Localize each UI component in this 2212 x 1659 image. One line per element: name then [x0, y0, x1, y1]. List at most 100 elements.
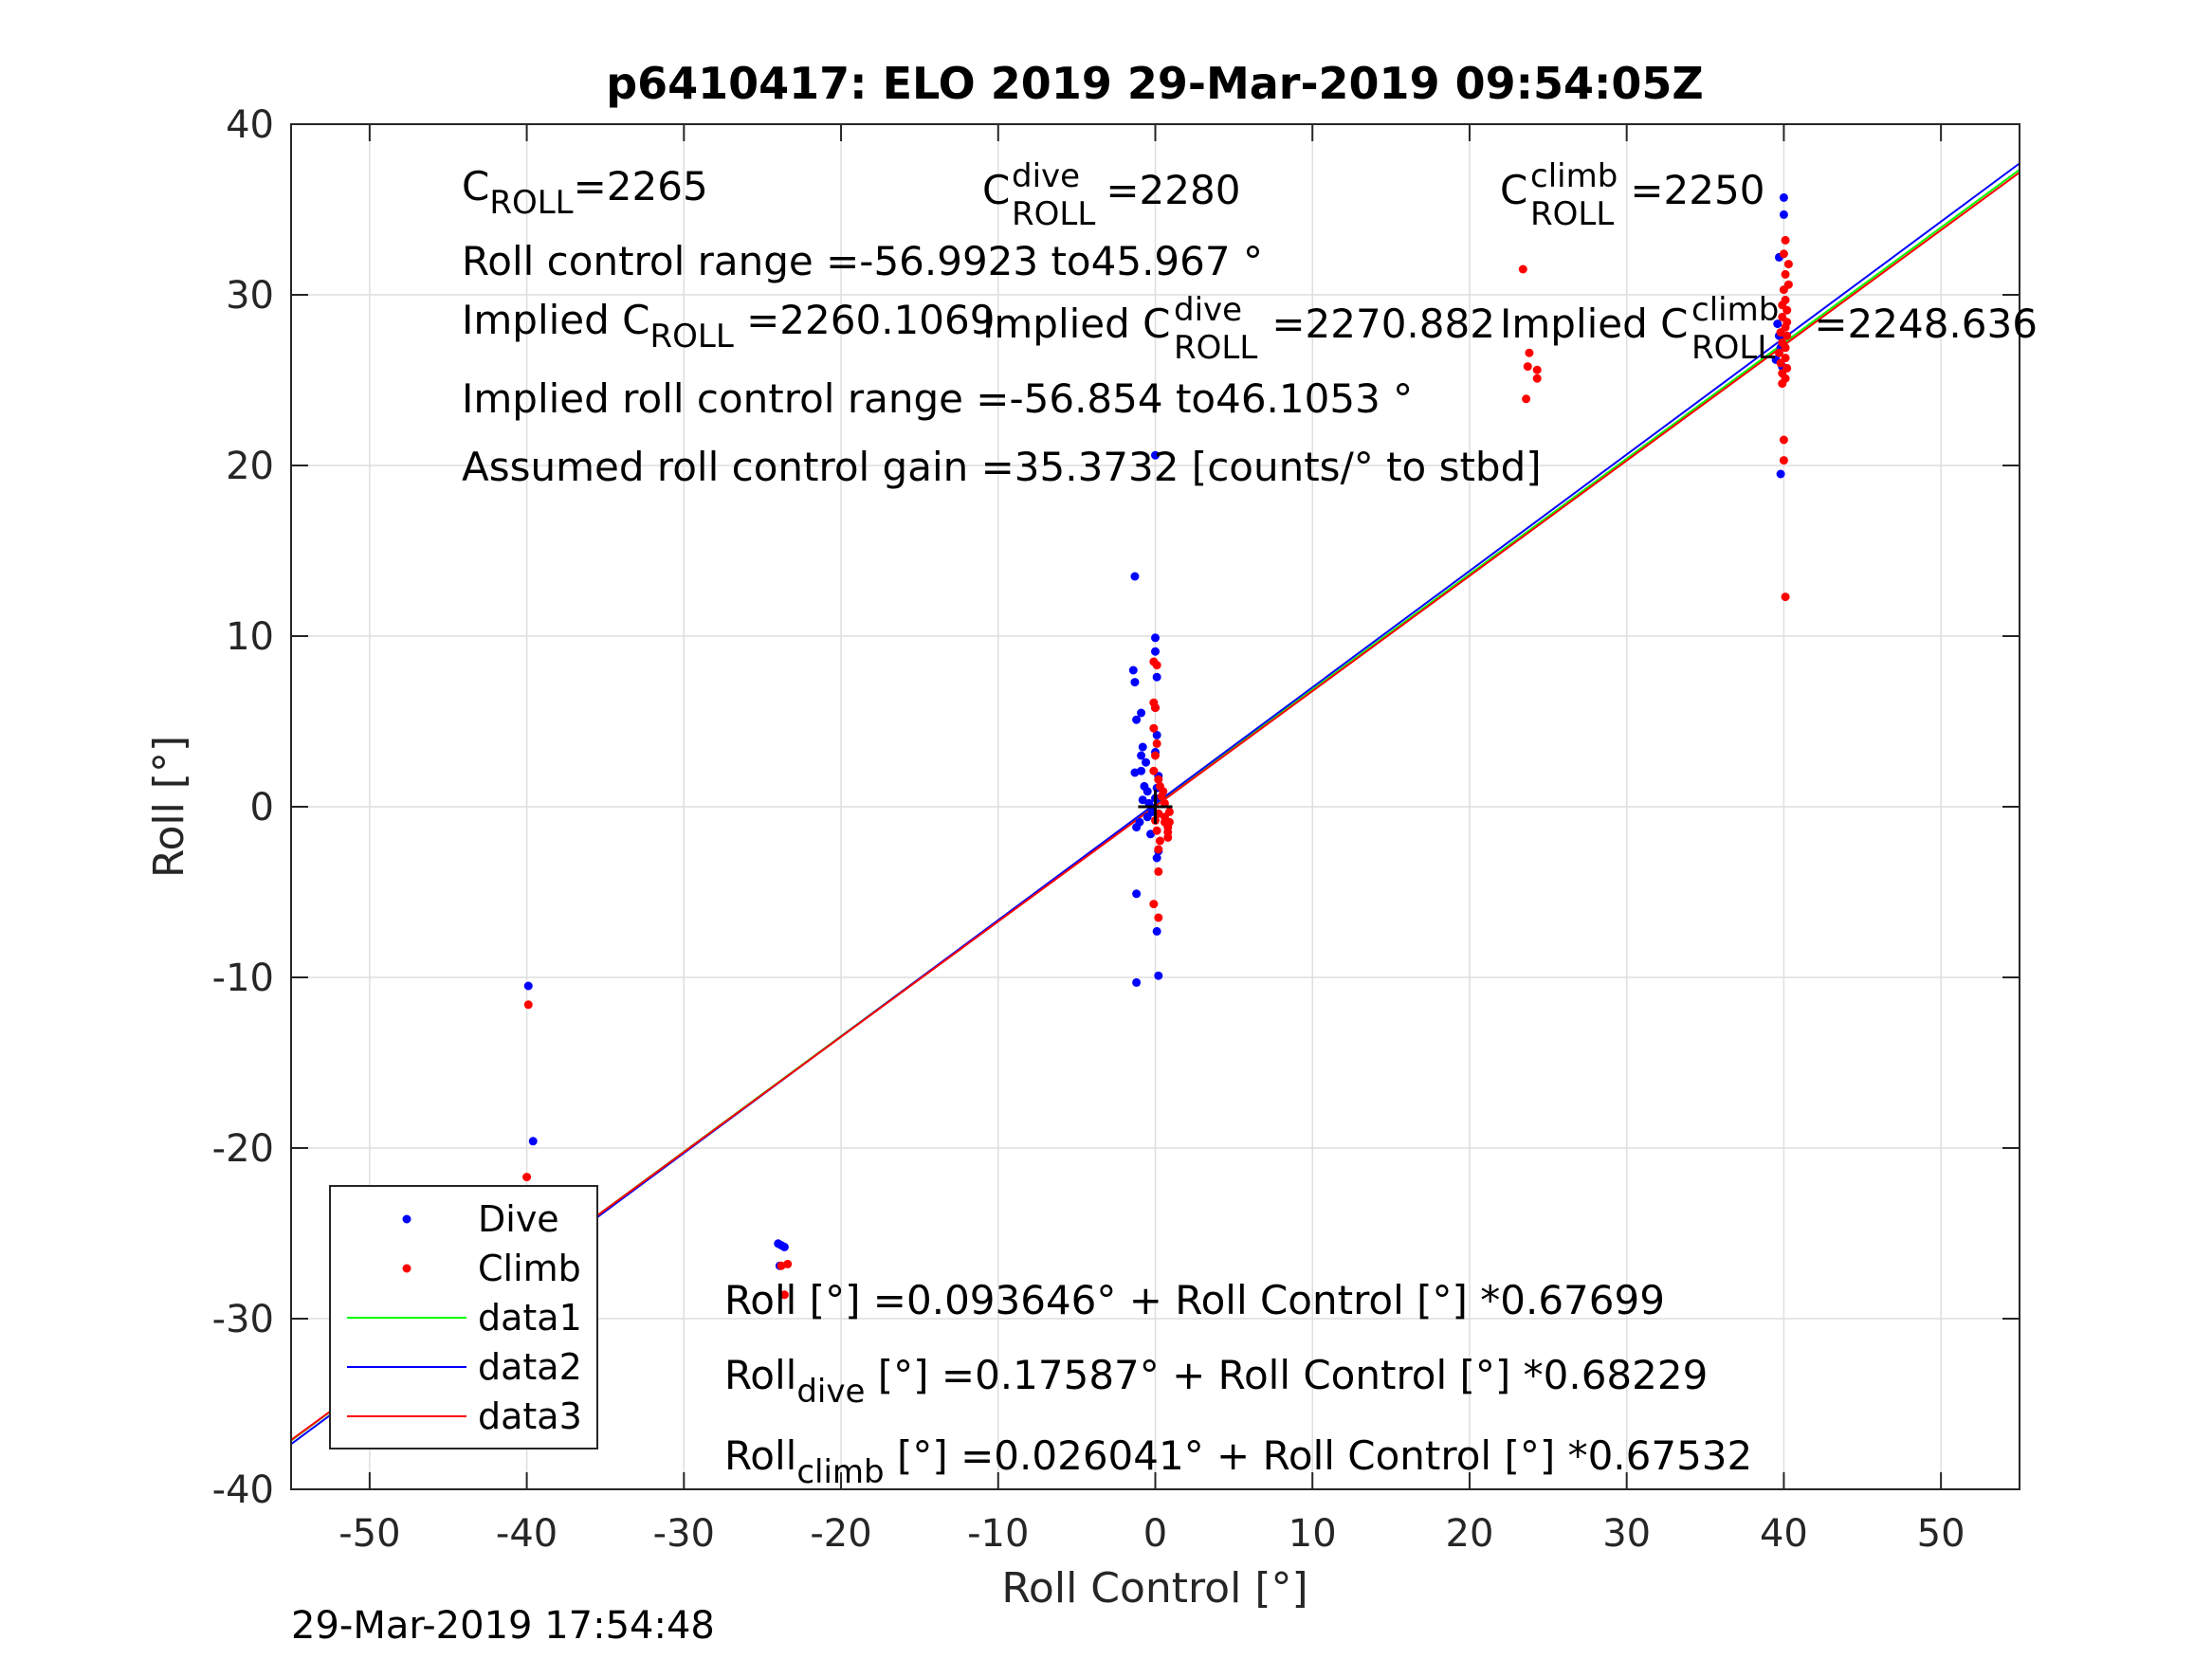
y-tick-label: 20: [226, 445, 274, 488]
climb-point: [1149, 900, 1159, 909]
dive-point: [1137, 708, 1146, 718]
climb-point: [1149, 723, 1159, 733]
dive-point: [1151, 633, 1160, 643]
dive-point: [1137, 751, 1146, 760]
y-tick-label: -10: [212, 957, 274, 1000]
annotation-fit-dive: Rolldive [°] =0.17587° + Roll Control [°…: [724, 1352, 1708, 1411]
dive-point: [1137, 766, 1146, 775]
climb-point: [1774, 348, 1783, 357]
climb-point: [1779, 456, 1788, 465]
dive-point: [1151, 450, 1160, 460]
climb-point: [1779, 435, 1788, 445]
legend-label-climb: Climb: [478, 1248, 581, 1289]
annotation-fit-climb: Rollclimb [°] =0.026041° + Roll Control …: [724, 1432, 1752, 1491]
x-tick-label: 20: [1446, 1512, 1494, 1556]
climb-point: [1151, 751, 1160, 760]
climb-point: [1154, 775, 1163, 784]
y-tick-label: 30: [226, 274, 274, 318]
dive-point: [1132, 977, 1142, 987]
annotation-c-roll: CROLL=2265: [462, 163, 708, 222]
legend-label-data2: data2: [478, 1346, 582, 1388]
climb-point: [1781, 235, 1790, 245]
dive-point: [1152, 926, 1161, 936]
dive-point: [1779, 192, 1788, 202]
climb-point: [1525, 348, 1534, 357]
climb-point: [1154, 866, 1163, 876]
chart-title: p6410417: ELO 2019 29-Mar-2019 09:54:05Z: [606, 58, 1704, 109]
x-tick-label: 10: [1289, 1512, 1337, 1556]
climb-point: [1776, 328, 1785, 337]
climb-point: [1782, 331, 1792, 340]
y-tick-label: 10: [226, 615, 274, 659]
annotation-c-roll-climb: Cclimb ROLL =2250: [1500, 157, 1764, 233]
dive-point: [1152, 853, 1161, 863]
dive-point: [1142, 757, 1151, 767]
climb-point: [1522, 394, 1531, 404]
climb-point: [1151, 703, 1160, 713]
climb-point: [1149, 766, 1159, 775]
climb-point: [1781, 269, 1790, 279]
climb-point: [783, 1259, 793, 1268]
annotation-implied-roll-control-range: Implied roll control range =-56.854 to46…: [462, 375, 1413, 422]
climb-point: [1783, 260, 1793, 269]
climb-point: [1532, 365, 1542, 374]
annotation-fit-all: Roll [°] =0.093646° + Roll Control [°] *…: [724, 1277, 1665, 1323]
climb-point: [1781, 592, 1790, 602]
y-axis-label: Roll [°]: [145, 736, 193, 878]
legend-label-data1: data1: [478, 1297, 582, 1339]
dive-point: [1138, 742, 1147, 752]
climb-point: [1779, 249, 1788, 259]
climb-point: [1159, 787, 1168, 796]
y-tick-label: -30: [212, 1298, 274, 1341]
data-points: [522, 192, 1793, 1300]
y-tick-label: -20: [212, 1127, 274, 1171]
climb-point: [1152, 738, 1161, 748]
climb-point: [1776, 358, 1785, 368]
dive-point: [1132, 823, 1142, 832]
climb-point: [1163, 832, 1173, 842]
climb-point: [1523, 362, 1532, 372]
y-tick-label: 0: [250, 786, 274, 830]
dive-point: [523, 981, 533, 991]
dive-point: [1773, 319, 1782, 329]
dive-point: [1130, 678, 1140, 687]
x-tick-label: -30: [653, 1512, 715, 1556]
x-tick-label: -20: [810, 1512, 871, 1556]
dive-point: [1143, 812, 1152, 822]
center-marker: [1138, 790, 1173, 824]
legend-label-dive: Dive: [478, 1198, 559, 1240]
climb-point: [1532, 374, 1542, 383]
legend: Dive Climb data1 data2 data3: [329, 1185, 598, 1449]
climb-point: [1154, 913, 1163, 922]
x-axis-label: Roll Control [°]: [1001, 1564, 1307, 1613]
dive-point: [1132, 889, 1142, 899]
climb-point: [1155, 836, 1164, 846]
dive-point: [779, 1242, 789, 1251]
dive-point: [1143, 787, 1152, 796]
annotation-roll-control-range: Roll control range =-56.9923 to45.967 °: [462, 238, 1263, 284]
dive-point: [528, 1137, 538, 1146]
x-tick-label: -10: [967, 1512, 1029, 1556]
dive-point: [1154, 971, 1163, 980]
climb-point: [522, 1173, 532, 1182]
dive-point: [1152, 672, 1161, 682]
climb-point: [1779, 285, 1788, 295]
footer-timestamp: 29-Mar-2019 17:54:48: [291, 1604, 715, 1648]
dive-point: [1138, 795, 1147, 805]
climb-point: [1164, 817, 1174, 827]
annotation-implied-c-roll: Implied CROLL =2260.1069: [462, 297, 995, 356]
climb-point: [1154, 845, 1163, 854]
climb-point: [1778, 379, 1787, 389]
annotation-c-roll-dive: Cdive ROLL =2280: [982, 157, 1240, 233]
dive-point: [1132, 715, 1142, 724]
dive-point: [1152, 730, 1161, 739]
x-tick-label: 50: [1917, 1512, 1965, 1556]
dive-point: [1779, 210, 1788, 219]
x-tick-label: 30: [1602, 1512, 1651, 1556]
x-tick-label: 0: [1143, 1512, 1167, 1556]
climb-point: [1164, 807, 1174, 816]
legend-label-data3: data3: [478, 1395, 582, 1437]
